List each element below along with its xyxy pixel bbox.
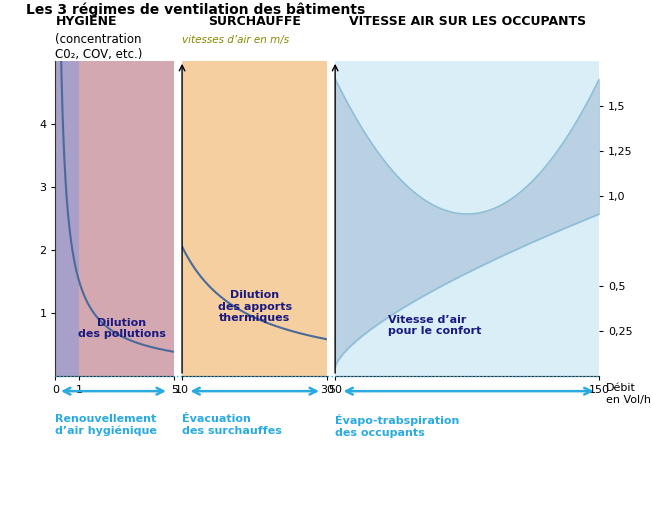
Text: Renouvellement
d’air hygiénique: Renouvellement d’air hygiénique xyxy=(55,414,157,436)
Text: VITESSE AIR SUR LES OCCUPANTS: VITESSE AIR SUR LES OCCUPANTS xyxy=(349,15,585,28)
Text: Les 3 régimes de ventilation des bâtiments: Les 3 régimes de ventilation des bâtimen… xyxy=(26,3,365,17)
Text: Évacuation
des surchauffes: Évacuation des surchauffes xyxy=(182,414,282,436)
Text: Vitesse d’air
pour le confort: Vitesse d’air pour le confort xyxy=(388,315,481,336)
Text: HYGIÈNE: HYGIÈNE xyxy=(55,15,117,28)
Text: Dilution
des apports
thermiques: Dilution des apports thermiques xyxy=(218,290,291,323)
Text: Dilution
des pollutions: Dilution des pollutions xyxy=(78,318,166,339)
Text: SURCHAUFFE: SURCHAUFFE xyxy=(208,15,301,28)
Text: Évapo-trabspiration
des occupants: Évapo-trabspiration des occupants xyxy=(335,414,460,437)
Text: Débit
en Vol/h: Débit en Vol/h xyxy=(606,383,651,404)
Bar xyxy=(55,61,79,376)
Text: (concentration
C0₂, COV, etc.): (concentration C0₂, COV, etc.) xyxy=(55,33,143,61)
Bar xyxy=(79,61,174,376)
Text: vitesses d’air en m/s: vitesses d’air en m/s xyxy=(182,35,289,45)
